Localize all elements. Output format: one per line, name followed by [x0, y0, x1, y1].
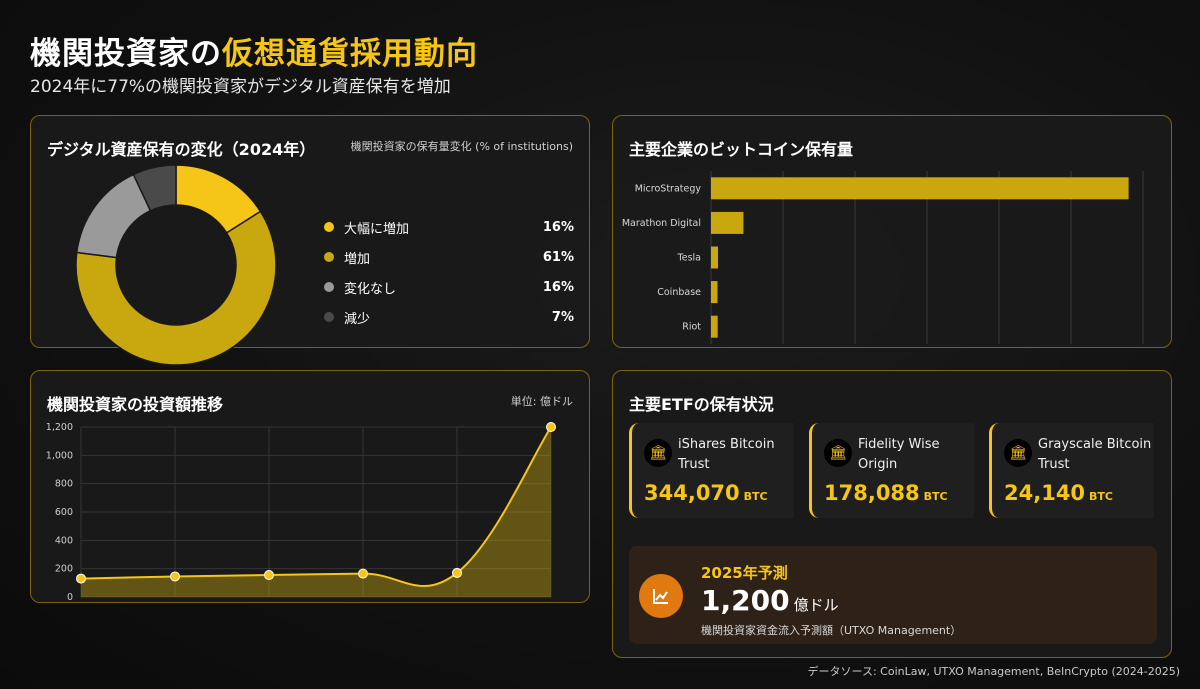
data-point — [76, 573, 86, 584]
legend-item: 減少 7% — [324, 302, 574, 332]
title-highlight: 仮想通貨採用動向 — [222, 36, 478, 72]
etf-name: Grayscale Bitcoin Trust — [1038, 437, 1152, 472]
title-main: 機関投資家の — [30, 36, 222, 72]
y-tick-label: 600 — [55, 507, 73, 518]
data-point — [452, 567, 462, 578]
donut-slice — [132, 164, 177, 212]
y-tick-label: 400 — [55, 535, 73, 546]
donut-card-title: デジタル資産保有の変化（2024年） — [47, 140, 316, 159]
bar-card-title: 主要企業のビットコイン保有量 — [629, 140, 854, 159]
bar — [711, 246, 718, 269]
legend-value: 61% — [542, 249, 574, 265]
etf-name: Fidelity Wise Origin — [858, 437, 940, 472]
bar-chart: 0100,000200,000300,000400,000500,000600,… — [622, 171, 1144, 344]
y-category-label: Marathon Digital — [622, 218, 701, 229]
legend-swatch — [324, 252, 334, 262]
data-point — [546, 422, 556, 432]
donut-chart — [75, 164, 277, 366]
legend-value: 16% — [542, 219, 574, 235]
donut-slice — [75, 210, 277, 366]
bank-icon: 🏛 — [644, 439, 672, 467]
etf-card: 主要ETFの保有状況 🏛 iShares Bitcoin Trust 344,0… — [612, 370, 1172, 658]
etf-card-title: 主要ETFの保有状況 — [629, 395, 774, 414]
etf-item: 🏛 Fidelity Wise Origin 178,088 BTC — [809, 423, 974, 518]
etf-name: iShares Bitcoin Trust — [678, 437, 775, 472]
legend-label: 変化なし — [344, 281, 397, 297]
donut-legend: 大幅に増加 16% 増加 61% 変化なし 16% 減少 7% — [324, 212, 574, 332]
legend-item: 変化なし 16% — [324, 272, 574, 302]
legend-item: 大幅に増加 16% — [324, 212, 574, 242]
page-title: 機関投資家の仮想通貨採用動向 — [30, 28, 478, 73]
data-point — [358, 568, 368, 579]
bar — [711, 315, 718, 338]
y-tick-label: 1,200 — [46, 422, 73, 433]
legend-swatch — [324, 222, 334, 232]
y-category-label: Coinbase — [657, 287, 701, 298]
y-tick-label: 0 — [67, 592, 73, 603]
data-point — [170, 571, 180, 582]
etf-value: 178,088 BTC — [824, 481, 948, 505]
y-tick-label: 1,000 — [46, 450, 73, 461]
legend-label: 大幅に増加 — [344, 221, 410, 237]
legend-value: 16% — [542, 279, 574, 295]
data-point — [264, 570, 274, 581]
etf-item: 🏛 Grayscale Bitcoin Trust 24,140 BTC — [989, 423, 1154, 518]
data-source: データソース: CoinLaw, UTXO Management, BeInCr… — [807, 665, 1180, 678]
bar — [711, 177, 1129, 200]
y-category-label: Tesla — [677, 253, 701, 264]
etf-value: 24,140 BTC — [1004, 481, 1114, 505]
forecast-title: 2025年予測 — [701, 564, 788, 582]
bar — [711, 211, 744, 234]
legend-item: 増加 61% — [324, 242, 574, 272]
y-tick-label: 200 — [55, 564, 73, 575]
legend-value: 7% — [551, 309, 574, 325]
y-category-label: MicroStrategy — [635, 183, 702, 194]
forecast-panel: 2025年予測 1,200 億ドル 機関投資家資金流入予測額（UTXO Manag… — [629, 546, 1157, 644]
bank-icon: 🏛 — [1004, 439, 1032, 467]
legend-label: 減少 — [344, 311, 371, 327]
etf-value: 344,070 BTC — [644, 481, 768, 505]
donut-card-note: 機関投資家の保有量変化 (% of institutions) — [350, 140, 573, 153]
y-tick-label: 800 — [55, 479, 73, 490]
area-fill — [81, 427, 551, 597]
legend-swatch — [324, 282, 334, 292]
page-subtitle: 2024年に77%の機関投資家がデジタル資産保有を増加 — [30, 77, 451, 97]
bar-chart-card: 主要企業のビットコイン保有量 0100,000200,000300,000400… — [612, 115, 1172, 348]
line-card-unit: 単位: 億ドル — [510, 395, 573, 408]
line-chart-card: 機関投資家の投資額推移 単位: 億ドル 0 200 400 600 800 1,000 1,… — [30, 370, 590, 603]
etf-item: 🏛 iShares Bitcoin Trust 344,070 BTC — [629, 423, 794, 518]
donut-chart-card: デジタル資産保有の変化（2024年） 機関投資家の保有量変化 (% of ins… — [30, 115, 590, 366]
y-category-label: Riot — [682, 322, 701, 333]
bar — [711, 281, 718, 304]
line-card-title: 機関投資家の投資額推移 — [47, 395, 224, 414]
forecast-value: 1,200 億ドル — [701, 584, 839, 617]
forecast-note: 機関投資家資金流入予測額（UTXO Management） — [701, 624, 962, 637]
bank-icon: 🏛 — [824, 439, 852, 467]
legend-label: 増加 — [344, 251, 371, 267]
legend-swatch — [324, 312, 334, 322]
trend-chart-icon — [639, 574, 683, 618]
